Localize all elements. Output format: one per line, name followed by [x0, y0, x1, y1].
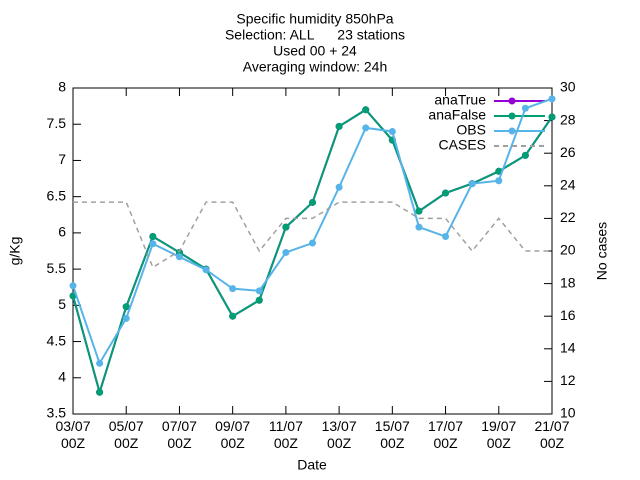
data-point: [415, 207, 423, 215]
data-point: [335, 183, 343, 191]
data-point: [229, 312, 237, 320]
data-point: [122, 314, 130, 322]
data-point: [96, 359, 104, 367]
x-tick-label: 13/07 00Z: [321, 418, 357, 451]
y2-tick-label: 26: [560, 144, 576, 160]
y-tick-label: 3.5: [47, 405, 67, 421]
legend-marker: [508, 112, 516, 120]
y2-tick-label: 28: [560, 111, 576, 127]
y-tick-label: 8: [58, 79, 66, 95]
chart-title: Specific humidity 850hPa: [236, 11, 393, 27]
legend-label: anaTrue: [434, 92, 486, 108]
y2-tick-label: 12: [560, 372, 576, 388]
data-point: [521, 151, 529, 159]
data-point: [362, 106, 370, 114]
y-tick-label: 6.5: [47, 187, 67, 203]
data-point: [521, 104, 529, 112]
y2-tick-label: 24: [560, 177, 576, 193]
chart-subtitle: Selection: ALL 23 stations: [225, 27, 405, 43]
data-point: [309, 239, 316, 247]
y2-tick-label: 22: [560, 209, 576, 225]
data-point: [149, 233, 157, 241]
y-tick-label: 5: [58, 296, 66, 312]
y-tick-label: 7.5: [47, 115, 67, 131]
chart-subtitle: Averaging window: 24h: [243, 59, 388, 75]
data-point: [229, 285, 237, 293]
data-point: [282, 248, 290, 256]
y2-tick-label: 14: [560, 340, 576, 356]
y2-tick-label: 16: [560, 307, 576, 323]
data-point: [309, 198, 316, 206]
y2-tick-label: 20: [560, 242, 576, 258]
chart-subtitle: Used 00 + 24: [273, 43, 357, 59]
x-tick-label: 15/07 00Z: [374, 418, 410, 451]
data-point: [362, 124, 370, 132]
y2-tick-label: 10: [560, 405, 576, 421]
y-tick-label: 4: [58, 368, 66, 384]
data-point: [255, 296, 263, 304]
data-point: [495, 167, 503, 175]
data-point: [69, 282, 77, 290]
data-point: [468, 180, 476, 188]
y2-axis-label: No cases: [594, 222, 610, 280]
data-point: [415, 223, 423, 231]
data-point: [548, 113, 556, 121]
y2-tick-label: 30: [560, 79, 576, 95]
legend-marker: [508, 127, 516, 135]
x-tick-label: 17/07 00Z: [428, 418, 464, 451]
data-point: [69, 292, 77, 300]
y-tick-label: 7: [58, 151, 66, 167]
data-point: [442, 189, 450, 197]
data-point: [149, 240, 157, 248]
data-point: [495, 177, 503, 185]
data-point: [282, 223, 290, 231]
x-tick-label: 03/07 00Z: [55, 418, 91, 451]
x-tick-label: 11/07 00Z: [268, 418, 303, 451]
x-tick-label: 19/07 00Z: [481, 418, 517, 451]
series-line: [73, 201, 552, 269]
data-point: [548, 95, 556, 103]
legend-label: anaFalse: [428, 107, 486, 123]
data-point: [388, 127, 396, 135]
data-point: [122, 303, 130, 311]
y-tick-label: 5.5: [47, 260, 67, 276]
y-tick-label: 4.5: [47, 332, 67, 348]
x-tick-label: 09/07 00Z: [215, 418, 251, 451]
y2-tick-label: 18: [560, 274, 576, 290]
data-point: [255, 287, 263, 295]
x-tick-label: 21/07 00Z: [534, 418, 570, 451]
x-axis-label: Date: [297, 457, 327, 473]
data-point: [202, 266, 210, 274]
legend-label: OBS: [456, 122, 486, 138]
legend-marker: [508, 97, 516, 105]
data-point: [335, 122, 343, 130]
x-tick-label: 05/07 00Z: [108, 418, 144, 451]
data-point: [442, 233, 450, 241]
data-point: [175, 253, 183, 261]
x-tick-label: 07/07 00Z: [161, 418, 197, 451]
y-tick-label: 6: [58, 224, 66, 240]
data-point: [96, 388, 104, 396]
y-axis-label: g/Kg: [7, 237, 23, 266]
legend-label: CASES: [439, 137, 486, 153]
